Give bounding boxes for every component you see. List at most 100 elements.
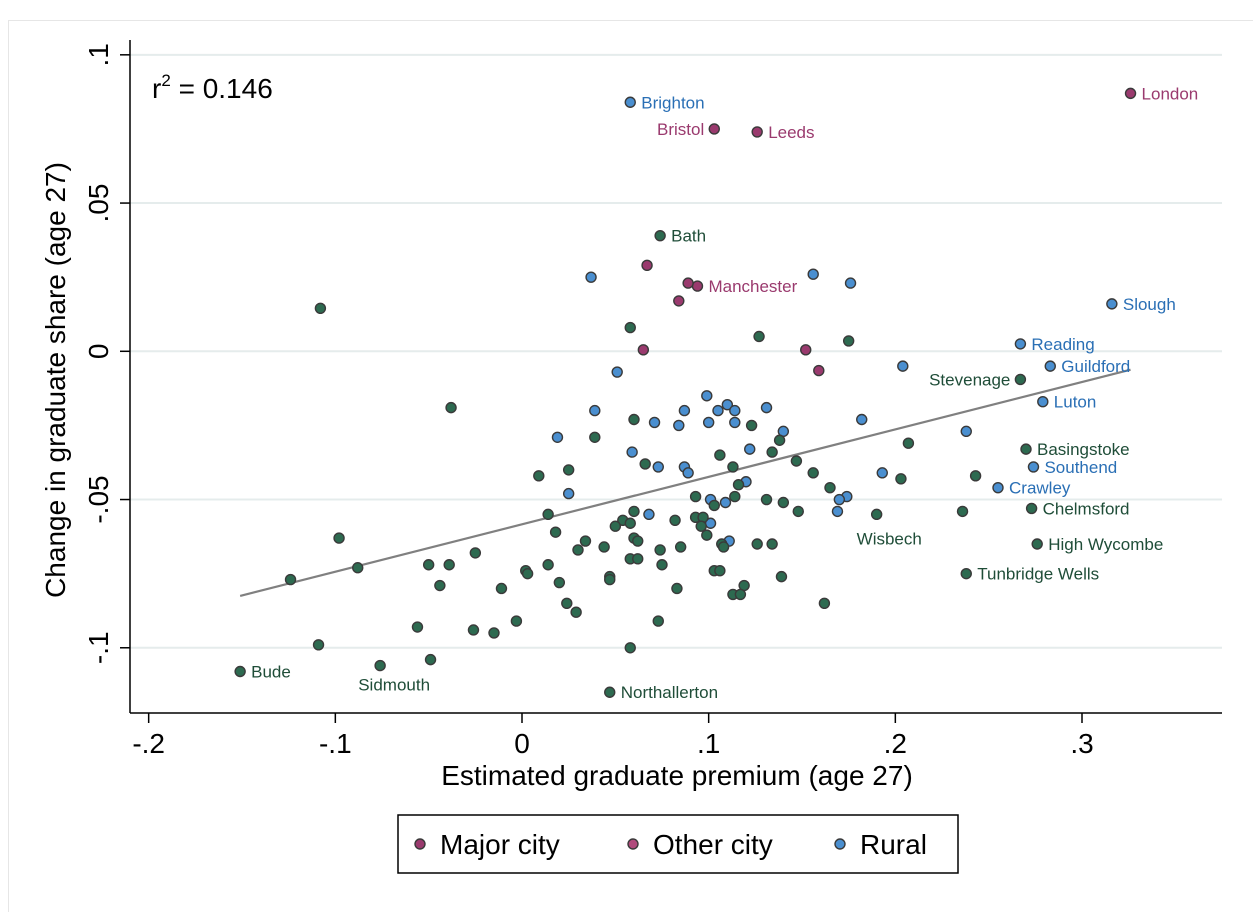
point-label: Brighton [641, 93, 704, 112]
point-label: Tunbridge Wells [977, 565, 1099, 584]
data-point [641, 259, 653, 272]
data-point [969, 470, 982, 482]
data-point [729, 416, 741, 429]
point-label: Leeds [768, 123, 814, 142]
data-point [611, 366, 623, 378]
y-tick-label: -.1 [83, 631, 114, 664]
data-point [589, 404, 601, 417]
data-point [1025, 502, 1038, 515]
x-tick-label: 0 [514, 728, 530, 759]
data-point [1037, 396, 1049, 408]
data-point [434, 579, 446, 592]
point-labels: London Bristol Leeds Manchester Brighton Slou… [251, 84, 1198, 702]
data-point [589, 431, 601, 443]
data-point [760, 493, 773, 506]
data-point [624, 642, 636, 654]
data-point [751, 538, 763, 550]
y-tick-label: 0 [83, 344, 114, 360]
data-point [712, 404, 724, 417]
data-point [314, 302, 327, 315]
data-point [792, 505, 804, 518]
point-label: Slough [1123, 295, 1176, 314]
data-point [542, 508, 554, 521]
data-point [729, 404, 741, 417]
data-point [800, 344, 812, 356]
data-point [844, 277, 857, 289]
data-point [579, 535, 592, 547]
r-squared-annotation: r2 = 0.146 [152, 71, 273, 104]
data-point [831, 505, 844, 518]
point-label: Northallerton [621, 683, 718, 702]
data-point [745, 419, 758, 432]
data-point [842, 335, 855, 347]
data-point [682, 277, 694, 289]
y-axis-title: Change in graduate share (age 27) [40, 162, 71, 598]
data-point [632, 535, 644, 547]
x-tick-label: .2 [884, 728, 907, 759]
y-tick-label: .05 [83, 184, 114, 223]
point-label: Stevenage [929, 370, 1010, 389]
legend-marker [627, 838, 639, 850]
data-point [521, 567, 534, 580]
data-point [624, 517, 636, 529]
data-point [719, 496, 732, 509]
data-point [678, 404, 691, 417]
data-point [572, 544, 584, 556]
data-point [744, 443, 756, 455]
data-point [777, 496, 790, 509]
data-point [766, 538, 778, 550]
data-point [1124, 87, 1137, 100]
data-point [870, 508, 883, 521]
data-point [992, 481, 1004, 494]
data-point [284, 573, 297, 586]
point-label: Chelmsford [1043, 499, 1130, 518]
data-point [824, 481, 836, 494]
data-point [570, 606, 582, 618]
data-point [510, 615, 523, 627]
data-point [469, 547, 482, 559]
data-point [561, 597, 573, 610]
data-point [495, 582, 508, 595]
data-point [624, 96, 636, 108]
data-point [488, 627, 500, 639]
legend-label: Other city [653, 829, 773, 860]
data-point [682, 467, 694, 479]
point-label: Manchester [708, 277, 797, 296]
data-point [553, 576, 566, 589]
data-point [374, 659, 386, 672]
data-point [701, 529, 713, 541]
point-label: Southend [1044, 458, 1117, 477]
data-point [628, 413, 640, 426]
legend: Major city Other city Rural [397, 814, 959, 874]
data-point [714, 564, 726, 577]
data-point [708, 123, 720, 135]
gridlines [130, 53, 1222, 649]
data-point [876, 467, 888, 479]
data-point [652, 461, 664, 473]
data-point [562, 487, 575, 500]
data-point [1014, 338, 1027, 350]
data-point [1106, 298, 1118, 310]
data-point [312, 639, 325, 651]
data-point [604, 686, 616, 698]
data-point [790, 455, 803, 467]
data-point [734, 588, 747, 601]
point-label: Crawley [1009, 479, 1071, 498]
point-label: Guildford [1061, 357, 1130, 376]
data-point [639, 458, 651, 470]
data-point [753, 330, 765, 343]
data-point [654, 229, 666, 242]
data-point [691, 280, 704, 292]
data-point [1027, 461, 1040, 473]
data-point [585, 271, 597, 283]
point-label: Basingstoke [1037, 440, 1130, 459]
data-point [673, 295, 685, 307]
y-tick-label: .1 [83, 43, 114, 66]
point-label: Bristol [657, 120, 704, 139]
x-axis-title: Estimated graduate premium (age 27) [441, 760, 913, 791]
point-label: Wisbech [857, 529, 922, 548]
data-points [234, 87, 1137, 698]
legend-box [397, 814, 959, 874]
data-point [609, 520, 622, 532]
data-point [727, 461, 739, 473]
